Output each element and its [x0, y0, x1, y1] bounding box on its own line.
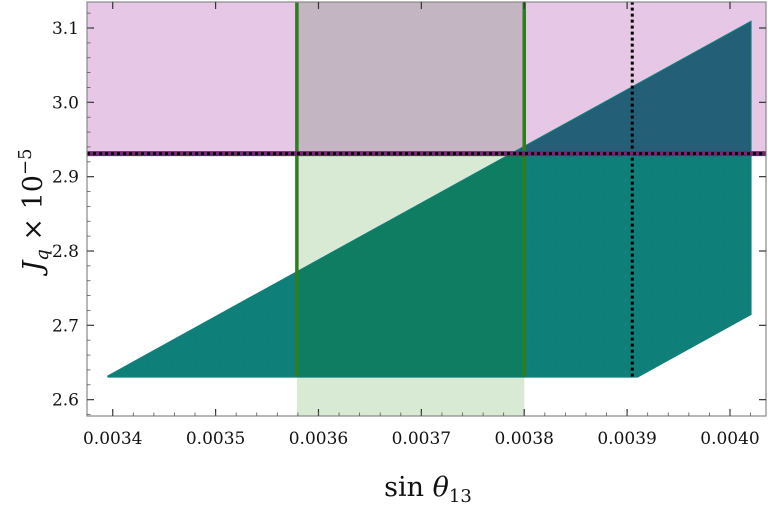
y-axis-label: Jq × 10−5	[15, 148, 53, 276]
band-overlap	[296, 2, 525, 154]
plot-frame	[86, 1, 767, 417]
scatter-region-upper	[511, 22, 751, 154]
y-tick-label: 3.1	[52, 19, 79, 39]
y-tick-label: 3.0	[52, 93, 79, 113]
y-tick-label: 2.6	[52, 391, 79, 411]
scatter-region-green	[296, 153, 525, 377]
y-tick-label: 2.9	[52, 168, 79, 188]
frame-rect	[86, 1, 767, 417]
plot-area	[87, 2, 766, 416]
x-tick-label: 0.0036	[289, 429, 348, 449]
y-tick-label: 2.8	[52, 242, 79, 262]
x-tick-label: 0.0037	[392, 429, 451, 449]
x-tick-label: 0.0039	[597, 429, 656, 449]
x-axis-label: sin θ13	[384, 472, 472, 507]
x-tick-label: 0.0034	[83, 429, 142, 449]
axis-ticks: 0.0034 0.0035 0.0036 0.0037 0.0038 0.0039 0.00…	[52, 2, 766, 449]
x-tick-label: 0.0040	[700, 429, 759, 449]
x-tick-label: 0.0035	[186, 429, 245, 449]
x-tick-label: 0.0038	[494, 429, 553, 449]
y-tick-label: 2.7	[52, 316, 79, 336]
